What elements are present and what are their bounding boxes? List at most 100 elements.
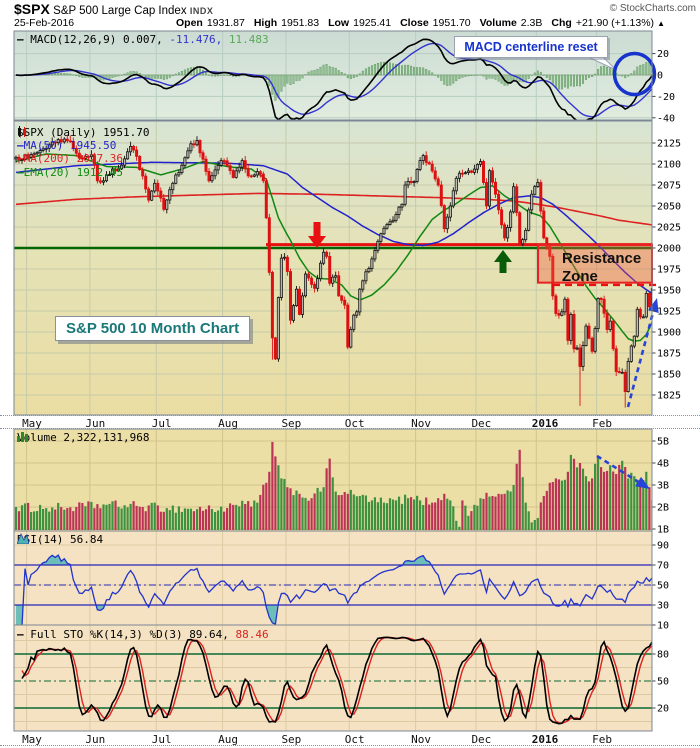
svg-text:50: 50 xyxy=(657,581,669,592)
volume-legend: Volume 2,322,131,968 xyxy=(17,431,149,444)
chg-label: Chg xyxy=(551,16,572,29)
blue-dashed-arrow-volume xyxy=(596,454,646,488)
svg-text:1850: 1850 xyxy=(657,370,681,381)
month-label: May xyxy=(22,733,42,746)
month-label: Sep xyxy=(281,417,302,430)
svg-text:20: 20 xyxy=(657,49,669,60)
close-label: Close xyxy=(400,16,429,29)
month-label: 2016 xyxy=(531,733,559,746)
price-legend-symbol: $SPX (Daily) 1951.70 xyxy=(17,126,150,139)
quote-line: Open 1931.87 High 1951.83 Low 1925.41 Close 195… xyxy=(176,17,665,29)
volume-bars-icon xyxy=(17,432,28,442)
svg-text:1B: 1B xyxy=(657,525,669,536)
macd-legend-hist: 11.483 xyxy=(222,33,269,46)
chg-up-triangle-icon: ▲ xyxy=(657,18,665,28)
candlestick-icon xyxy=(18,126,26,137)
volume-panel xyxy=(14,441,652,530)
ma200-legend: MA(200) 2027.36 xyxy=(23,152,123,166)
header-line1: $SPX S&P 500 Large Cap Index INDX xyxy=(14,1,213,17)
rsi-wave-icon xyxy=(17,533,29,544)
svg-text:1925: 1925 xyxy=(657,307,681,318)
month-label: Feb xyxy=(592,733,612,746)
high-label: High xyxy=(253,16,278,29)
low-label: Low xyxy=(328,16,350,29)
volume-annotations xyxy=(596,454,650,489)
svg-text:3B: 3B xyxy=(657,481,669,492)
green-up-arrow xyxy=(494,250,512,262)
svg-text:5B: 5B xyxy=(657,437,669,448)
svg-text:50: 50 xyxy=(657,677,669,688)
sto-legend-d: 88.46 xyxy=(228,628,269,641)
svg-text:1875: 1875 xyxy=(657,349,681,360)
svg-text:30: 30 xyxy=(657,601,669,612)
price-legend-ema20-row: —EMA(20) 1912.45 xyxy=(17,166,149,179)
price-legend-symbol-row: $SPX (Daily) 1951.70 xyxy=(17,126,149,139)
quote-date: 25-Feb-2016 xyxy=(14,16,75,29)
copyright: © StockCharts.com xyxy=(609,3,696,14)
month-label: Oct xyxy=(344,733,365,746)
high-value: 1951.83 xyxy=(281,16,320,29)
month-label: Dec xyxy=(471,733,492,746)
open-label: Open xyxy=(176,16,203,29)
price-legend-ma50-row: —MA(50) 1945.50 xyxy=(17,139,149,152)
svg-text:1825: 1825 xyxy=(657,391,681,402)
month-label: Jul xyxy=(151,417,172,430)
month-label: Jun xyxy=(85,417,106,430)
svg-text:2125: 2125 xyxy=(657,139,681,150)
close-value: 1951.70 xyxy=(432,16,471,29)
sto-panel xyxy=(14,636,652,725)
candles xyxy=(14,135,652,408)
price-annotations xyxy=(308,222,659,408)
sto-dash-icon: — xyxy=(17,628,24,641)
svg-text:2100: 2100 xyxy=(657,160,681,171)
blue-dashed-arrow-price xyxy=(626,308,656,408)
chart-title-label: S&P 500 10 Month Chart xyxy=(55,316,251,341)
exchange-label: INDX xyxy=(189,6,214,16)
month-label: Nov xyxy=(411,417,431,430)
low-value: 1925.41 xyxy=(353,16,392,29)
ma50-dash-icon: — xyxy=(17,139,24,153)
month-label: Jul xyxy=(151,733,172,746)
volume-value: 2.3B xyxy=(520,16,543,29)
macd-callout-box: MACD centerline reset xyxy=(454,36,608,58)
ticker-symbol: $SPX xyxy=(14,1,50,17)
ema20-dash-icon: — xyxy=(17,165,24,179)
macd-legend-signal: -11.476, xyxy=(162,33,223,46)
svg-text:20: 20 xyxy=(657,704,669,715)
svg-text:1975: 1975 xyxy=(657,265,681,276)
ma50-legend: MA(50) 1945.50 xyxy=(23,139,117,153)
macd-legend: — MACD(12,26,9) 0.007, -11.476, 11.483 xyxy=(17,33,269,46)
chg-value: +21.90 (+1.13%) xyxy=(575,16,655,29)
month-label: Oct xyxy=(344,417,365,430)
svg-text:1950: 1950 xyxy=(657,286,681,297)
month-label: Feb xyxy=(592,417,612,430)
rsi-legend-text: RSI(14) 56.84 xyxy=(17,533,104,546)
svg-text:2050: 2050 xyxy=(657,202,681,213)
svg-text:80: 80 xyxy=(657,650,669,661)
ma200-dash-icon: — xyxy=(17,152,24,166)
open-value: 1931.87 xyxy=(206,16,245,29)
svg-text:2000: 2000 xyxy=(657,244,681,255)
macd-legend-main: MACD(12,26,9) 0.007, xyxy=(23,33,163,46)
svg-text:1900: 1900 xyxy=(657,328,681,339)
svg-text:70: 70 xyxy=(657,561,669,572)
svg-text:90: 90 xyxy=(657,541,669,552)
month-label: Aug xyxy=(218,733,238,746)
rsi-panel xyxy=(14,554,652,625)
x-axis-middle: May Jun Jul Aug Sep Oct Nov Dec 2016 Feb xyxy=(0,415,700,430)
sto-legend-main: Full STO %K(14,3) %D(3) 89.64, xyxy=(23,628,229,641)
svg-text:4B: 4B xyxy=(657,459,669,470)
volume-legend-text: Volume 2,322,131,968 xyxy=(17,431,150,444)
month-label: 2016 xyxy=(531,417,559,430)
ema20-legend: EMA(20) 1912.45 xyxy=(23,165,123,179)
svg-text:2B: 2B xyxy=(657,503,669,514)
resistance-zone-label-2: Zone xyxy=(562,268,598,285)
month-label: Dec xyxy=(471,417,492,430)
resistance-zone-box xyxy=(537,243,653,284)
rsi-legend: RSI(14) 56.84 xyxy=(17,533,103,546)
month-label: Aug xyxy=(218,417,238,430)
y-axis-labels: 200-20-402125210020752050202520001975195… xyxy=(652,49,681,715)
price-panel xyxy=(14,135,652,408)
